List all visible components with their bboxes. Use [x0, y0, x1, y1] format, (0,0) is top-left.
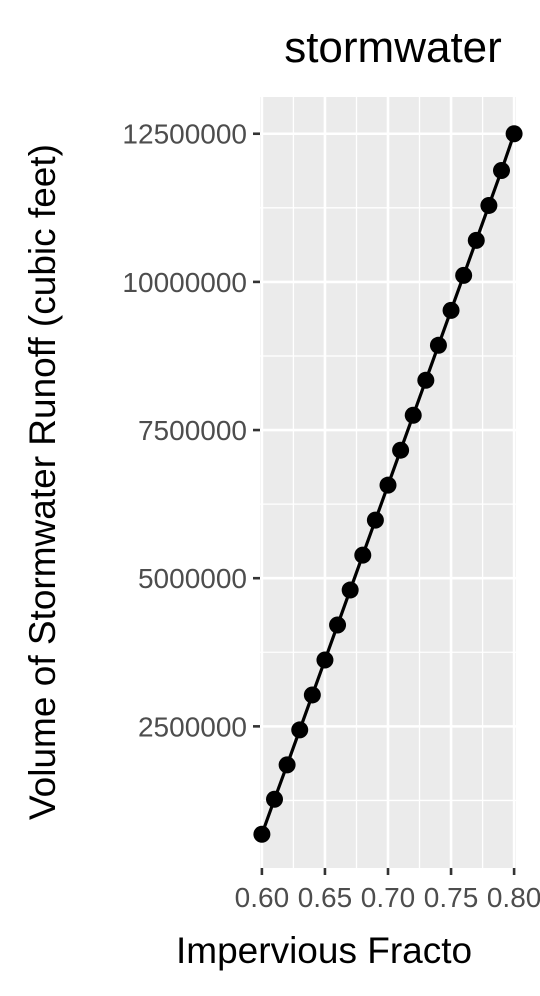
- y-tick-label: 10000000: [122, 267, 247, 298]
- data-point: [505, 125, 523, 143]
- data-point: [278, 756, 296, 774]
- data-point: [429, 336, 447, 354]
- data-point: [379, 476, 397, 494]
- y-tick-label: 7500000: [138, 415, 247, 446]
- data-point: [480, 196, 498, 214]
- data-point: [266, 790, 284, 808]
- data-point: [404, 406, 422, 424]
- data-point: [253, 825, 271, 843]
- data-point: [366, 511, 384, 529]
- x-tick-label: 0.60: [235, 882, 290, 913]
- data-series: [253, 125, 523, 843]
- data-point: [354, 546, 372, 564]
- y-axis-title: Volume of Stormwater Runoff (cubic feet): [22, 144, 63, 820]
- data-point: [467, 231, 485, 249]
- data-point: [303, 686, 321, 704]
- x-tick-label: 0.75: [424, 882, 479, 913]
- grid-lines: [260, 97, 516, 868]
- chart-title: stormwater: [284, 23, 502, 72]
- axes: 0.60 0.65 0.70 0.75 0.80 2500000 5000000 750000…: [122, 119, 540, 913]
- data-point: [455, 266, 473, 284]
- x-tick-label: 0.80: [487, 882, 540, 913]
- y-tick-label: 5000000: [138, 563, 247, 594]
- x-tick-label: 0.65: [298, 882, 353, 913]
- y-tick-label: 12500000: [122, 119, 247, 150]
- x-tick-label: 0.70: [361, 882, 416, 913]
- x-axis-title: Impervious Fracto: [176, 930, 472, 971]
- data-point: [442, 301, 460, 319]
- data-point: [417, 371, 435, 389]
- data-point: [392, 441, 410, 459]
- data-point: [492, 161, 510, 179]
- data-point: [341, 581, 359, 599]
- y-tick-label: 2500000: [138, 711, 247, 742]
- data-point: [316, 651, 334, 669]
- data-point: [291, 721, 309, 739]
- data-point: [329, 616, 347, 634]
